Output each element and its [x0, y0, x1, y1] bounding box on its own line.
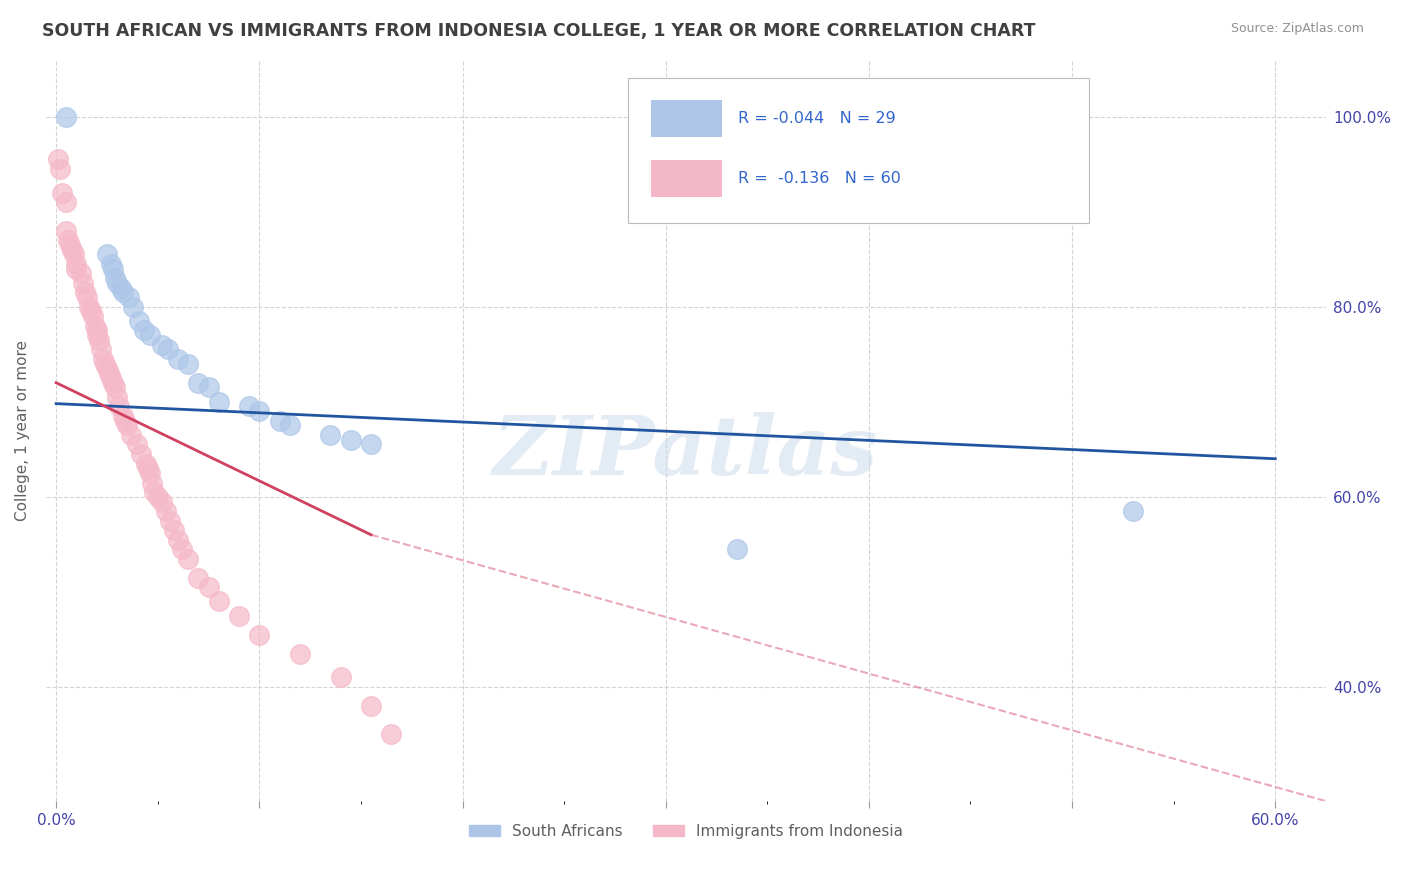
Point [118, 290, 141, 304]
Point [104, 271, 127, 285]
Point [288, 647, 311, 661]
Point [319, 428, 342, 442]
Point [167, 533, 190, 547]
Point [155, 504, 177, 518]
Point [136, 461, 159, 475]
Point [238, 400, 260, 414]
Point [138, 328, 160, 343]
Point [228, 608, 250, 623]
Point [247, 627, 270, 641]
Point [247, 404, 270, 418]
Point [177, 357, 200, 371]
Point [339, 433, 361, 447]
Point [96, 361, 118, 376]
Point [90, 343, 112, 357]
Point [114, 414, 136, 428]
Point [83, 318, 105, 333]
Point [187, 376, 209, 390]
Point [197, 580, 219, 594]
Text: Source: ZipAtlas.com: Source: ZipAtlas.com [1230, 22, 1364, 36]
Point [108, 400, 131, 414]
Point [79, 304, 101, 318]
Point [69, 267, 91, 281]
Point [82, 309, 104, 323]
Point [60, 243, 83, 257]
Point [94, 357, 117, 371]
Point [135, 457, 157, 471]
Point [86, 323, 108, 337]
Point [91, 351, 114, 366]
Point [187, 570, 209, 584]
Text: ZIPatlas: ZIPatlas [494, 412, 879, 492]
Point [167, 351, 190, 366]
Point [138, 466, 160, 480]
Point [150, 494, 173, 508]
Point [87, 333, 110, 347]
Point [55, 195, 77, 210]
Point [120, 428, 142, 442]
Point [131, 447, 153, 461]
Point [122, 300, 145, 314]
Point [55, 110, 77, 124]
Point [725, 542, 748, 557]
Point [49, 161, 72, 176]
Point [163, 523, 186, 537]
Point [146, 490, 169, 504]
Point [58, 233, 80, 247]
Text: SOUTH AFRICAN VS IMMIGRANTS FROM INDONESIA COLLEGE, 1 YEAR OR MORE CORRELATION C: SOUTH AFRICAN VS IMMIGRANTS FROM INDONES… [42, 22, 1036, 40]
Text: R = -0.044   N = 29: R = -0.044 N = 29 [738, 112, 896, 127]
Legend: South Africans, Immigrants from Indonesia: South Africans, Immigrants from Indonesi… [463, 818, 910, 845]
Point [150, 337, 173, 351]
Point [360, 437, 382, 451]
FancyBboxPatch shape [628, 78, 1090, 223]
Point [100, 371, 122, 385]
Point [1122, 504, 1144, 518]
Point [172, 542, 194, 557]
Point [208, 594, 231, 608]
Y-axis label: College, 1 year or more: College, 1 year or more [15, 340, 30, 521]
Point [380, 727, 402, 741]
Point [63, 247, 86, 261]
Point [141, 475, 163, 490]
Point [55, 224, 77, 238]
Point [128, 314, 150, 328]
Point [197, 380, 219, 394]
Point [100, 257, 122, 271]
Point [51, 186, 73, 200]
Point [101, 376, 124, 390]
Point [46, 153, 69, 167]
Point [208, 394, 231, 409]
Text: R =  -0.136   N = 60: R = -0.136 N = 60 [738, 170, 901, 186]
Point [86, 328, 108, 343]
Bar [651, 160, 721, 197]
Point [77, 300, 100, 314]
Point [97, 366, 120, 380]
Point [105, 390, 128, 404]
Point [132, 323, 155, 337]
Point [127, 437, 149, 451]
Point [159, 514, 181, 528]
Point [104, 380, 127, 394]
Point [177, 551, 200, 566]
Point [117, 418, 139, 433]
Point [142, 485, 165, 500]
Point [278, 418, 301, 433]
Point [112, 409, 135, 423]
Point [101, 261, 124, 276]
Point [96, 247, 118, 261]
Point [156, 343, 179, 357]
Bar [651, 101, 721, 137]
Point [329, 670, 352, 684]
Point [360, 698, 382, 713]
Point [269, 414, 291, 428]
Point [110, 281, 132, 295]
Point [73, 285, 96, 300]
Point [65, 261, 87, 276]
Point [65, 257, 87, 271]
Point [76, 290, 98, 304]
Point [112, 285, 135, 300]
Point [72, 276, 94, 290]
Point [59, 238, 82, 252]
Point [105, 276, 128, 290]
